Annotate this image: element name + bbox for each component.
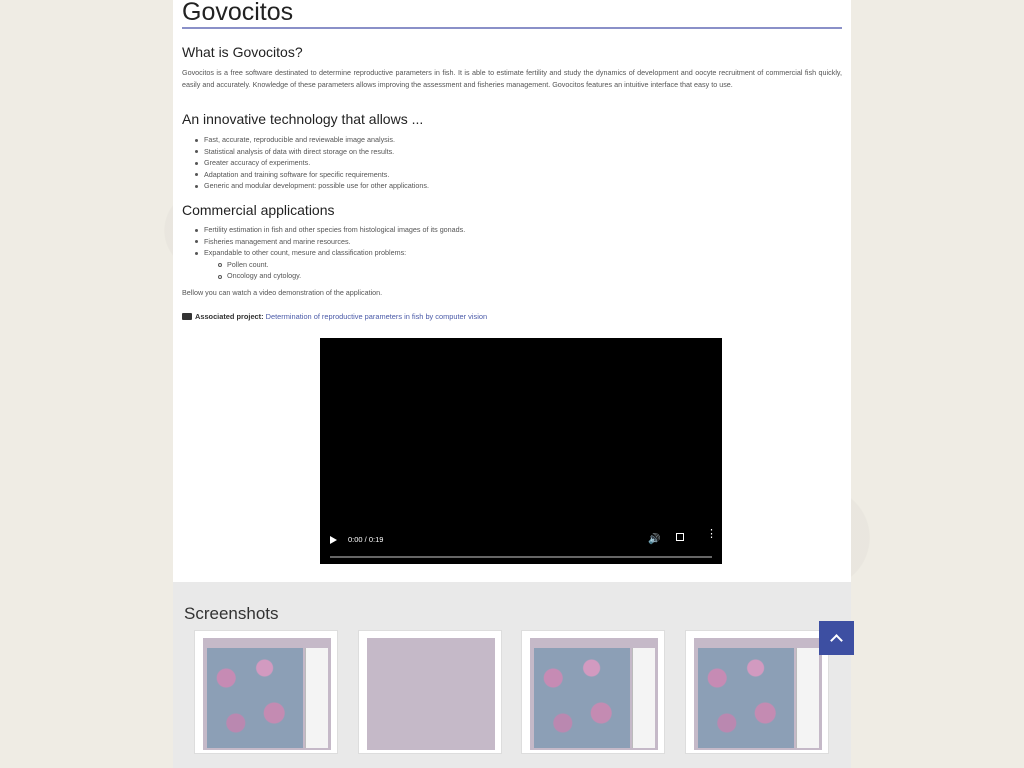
screenshot-thumbnail[interactable] xyxy=(358,630,502,754)
list-item: Adaptation and training software for spe… xyxy=(195,169,429,181)
folder-open-icon xyxy=(182,313,192,320)
play-icon[interactable] xyxy=(330,536,337,544)
associated-project-label: Associated project: xyxy=(195,312,264,321)
video-time: 0:00 / 0:19 xyxy=(348,535,384,544)
title-divider xyxy=(182,27,842,29)
main-page: Govocitos What is Govocitos? Govocitos i… xyxy=(173,0,851,768)
screenshot-image xyxy=(203,638,331,750)
screenshot-thumbnail[interactable] xyxy=(194,630,338,754)
page-title: Govocitos xyxy=(182,0,294,26)
what-description: Govocitos is a free software destinated … xyxy=(182,68,842,89)
commercial-list: Fertility estimation in fish and other s… xyxy=(194,224,466,282)
screenshot-image xyxy=(367,638,495,750)
video-intro-text: Bellow you can watch a video demonstrati… xyxy=(182,288,383,297)
innovative-list: Fast, accurate, reproducible and reviewa… xyxy=(195,134,429,192)
list-item-text: Expandable to other count, mesure and cl… xyxy=(204,248,407,258)
list-item: Fast, accurate, reproducible and reviewa… xyxy=(195,134,429,146)
screenshot-thumbnail[interactable] xyxy=(685,630,829,754)
fullscreen-icon[interactable] xyxy=(676,533,684,541)
commercial-heading: Commercial applications xyxy=(182,202,335,218)
screenshot-thumbnail[interactable] xyxy=(521,630,665,754)
innovative-heading: An innovative technology that allows ... xyxy=(182,111,424,127)
sublist-item: Oncology and cytology. xyxy=(217,270,465,282)
screenshots-heading: Screenshots xyxy=(184,604,279,623)
list-item: Fisheries management and marine resource… xyxy=(194,236,465,248)
video-controls: 0:00 / 0:19 🔊 ⋮ xyxy=(320,524,722,564)
more-vert-icon[interactable]: ⋮ xyxy=(706,528,717,540)
associated-project-link[interactable]: Determination of reproductive parameters… xyxy=(265,312,488,321)
list-item: Fertility estimation in fish and other s… xyxy=(194,225,466,234)
associated-project: Associated project: Determination of rep… xyxy=(182,312,487,321)
list-item: Greater accuracy of experiments. xyxy=(195,157,429,169)
list-item: Generic and modular development: possibl… xyxy=(195,181,429,191)
video-progress-bar[interactable] xyxy=(330,556,712,558)
back-to-top-button[interactable] xyxy=(819,621,854,655)
screenshot-image xyxy=(694,638,822,750)
video-player[interactable]: 0:00 / 0:19 🔊 ⋮ xyxy=(320,338,722,564)
screenshots-section: Screenshots xyxy=(173,582,851,768)
sublist-item: Pollen count. xyxy=(217,259,465,271)
screenshot-image xyxy=(530,638,658,750)
commercial-sublist: Pollen count. Oncology and cytology. xyxy=(217,259,465,282)
what-heading: What is Govocitos? xyxy=(182,44,303,60)
volume-icon[interactable]: 🔊 xyxy=(648,534,661,545)
list-item: Statistical analysis of data with direct… xyxy=(195,146,429,158)
list-item: Expandable to other count, mesure and cl… xyxy=(194,247,465,282)
